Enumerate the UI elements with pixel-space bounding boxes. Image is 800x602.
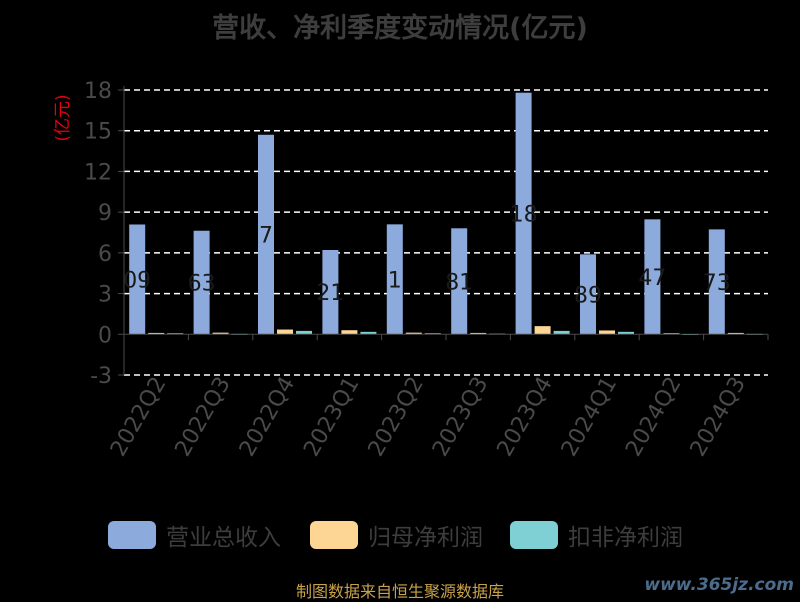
bar-2023Q1-s2 — [360, 331, 377, 335]
bar-2022Q3-s0 — [193, 230, 210, 335]
legend-item-revenue[interactable]: 营业总收入 — [108, 518, 281, 552]
bar-2023Q2-s2 — [424, 333, 441, 335]
data-label: 09 — [123, 268, 151, 293]
data-label: 89 — [574, 283, 602, 308]
data-label: 81 — [445, 270, 473, 295]
bar-2022Q4-s0 — [258, 134, 274, 335]
bar-2023Q1-s1 — [341, 330, 358, 335]
y-tick-label: 9 — [98, 201, 112, 226]
x-tick-label: 2024Q1 — [557, 373, 622, 461]
x-tick-label: 2023Q4 — [492, 373, 557, 461]
y-tick-label: 12 — [84, 160, 112, 185]
y-tick-label: 6 — [98, 242, 112, 267]
x-tick-label: 2022Q2 — [106, 373, 171, 461]
x-tick-label: 2023Q2 — [364, 373, 429, 461]
bar-2023Q2-s1 — [405, 332, 422, 335]
x-tick-label: 2023Q3 — [428, 373, 493, 461]
x-tick-label: 2024Q3 — [686, 373, 751, 461]
data-label: 21 — [316, 281, 344, 306]
y-tick-label: 3 — [98, 283, 112, 308]
x-tick-label: 2023Q1 — [299, 373, 364, 461]
bar-2023Q1-s0 — [322, 250, 339, 335]
x-tick-label: 2024Q2 — [621, 373, 686, 461]
bar-2023Q4-s2 — [553, 330, 570, 335]
bar-2022Q4-s2 — [296, 330, 312, 335]
bar-2023Q3-s0 — [451, 228, 468, 335]
watermark: www.365jz.com — [644, 575, 794, 595]
y-tick-label: -3 — [90, 364, 112, 389]
legend-label-deducted-profit: 扣非净利润 — [568, 525, 683, 551]
legend-label-revenue: 营业总收入 — [166, 525, 281, 551]
bar-2024Q3-s1 — [727, 332, 744, 335]
bar-2024Q3-s0 — [708, 229, 725, 335]
grid-layer — [124, 89, 768, 376]
y-tick-label: 0 — [98, 323, 112, 348]
chart-title: 营收、净利季度变动情况(亿元) — [212, 13, 588, 44]
bar-2022Q2-s0 — [129, 224, 146, 335]
data-label: 1 — [388, 268, 402, 293]
bar-2022Q2-s1 — [148, 332, 165, 335]
legend-item-deducted-profit[interactable]: 扣非净利润 — [510, 518, 683, 552]
data-label: 63 — [188, 272, 216, 297]
chart-legend: 营业总收入 归母净利润 扣非净利润 — [0, 518, 800, 552]
legend-item-net-profit[interactable]: 归母净利润 — [310, 518, 483, 552]
y-axis-label: (亿元) — [53, 94, 73, 141]
y-tick-label: 15 — [84, 120, 112, 145]
bar-2023Q2-s0 — [386, 224, 403, 335]
legend-swatch-net-profit — [310, 521, 358, 549]
bar-2024Q1-s0 — [580, 254, 596, 335]
bar-2022Q4-s1 — [277, 329, 293, 335]
bar-2023Q4-s0 — [515, 92, 532, 335]
y-tick-label: 18 — [84, 79, 112, 104]
data-label: 18 — [510, 203, 538, 228]
data-label: 47 — [638, 266, 666, 291]
x-tick-label: 2022Q4 — [235, 373, 300, 461]
legend-swatch-revenue — [108, 521, 156, 549]
bar-2024Q2-s0 — [644, 219, 661, 335]
bar-2022Q3-s1 — [212, 332, 229, 335]
bar-2022Q2-s2 — [167, 333, 184, 335]
data-label: 7 — [259, 224, 273, 249]
bar-2024Q1-s2 — [618, 331, 634, 335]
source-note: 制图数据来自恒生聚源数据库 — [295, 582, 504, 601]
x-tick-label: 2022Q3 — [170, 373, 235, 461]
legend-swatch-deducted-profit — [510, 521, 558, 549]
data-label: 73 — [703, 271, 731, 296]
bar-2023Q3-s1 — [470, 332, 487, 335]
bars-layer — [129, 92, 763, 336]
bar-2023Q4-s1 — [534, 326, 551, 335]
bar-2024Q1-s1 — [599, 330, 615, 335]
bar-2024Q2-s1 — [663, 333, 680, 335]
legend-label-net-profit: 归母净利润 — [368, 525, 483, 551]
axis-layer — [118, 86, 769, 376]
